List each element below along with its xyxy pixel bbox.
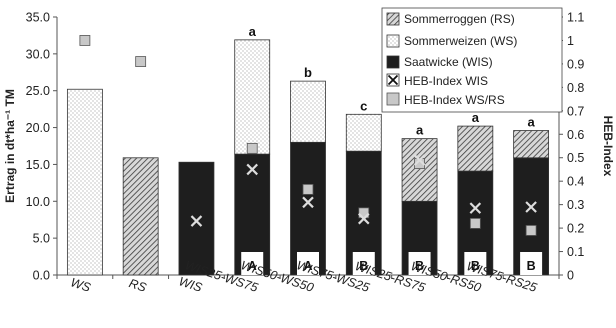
bar-segment-rs [122, 157, 159, 276]
bar-segment-rs [513, 130, 550, 159]
bar-segment-rs [401, 138, 438, 202]
heb-wsrs-marker [135, 56, 147, 67]
y2-tick-label: 0.9 [567, 57, 584, 71]
heb-wsrs-marker [525, 225, 537, 236]
y-tick-label: 15.0 [26, 158, 50, 172]
bar-segment-ws [345, 113, 382, 152]
bar-segment-ws [290, 80, 326, 143]
heb-markers [79, 35, 537, 236]
heb-wsrs-marker [246, 142, 258, 154]
y2-tick-label: 0.8 [567, 81, 584, 95]
legend-label-ws: Sommerweizen (WS) [404, 34, 517, 48]
bar-segment-ws [234, 39, 271, 155]
significance-letter: b [304, 65, 312, 80]
heb-wsrs-marker [302, 183, 314, 195]
group-letter-box [464, 252, 487, 275]
group-letter: B [527, 259, 536, 273]
group-letter: B [471, 259, 480, 273]
legend-label-heb-wis: HEB-Index WIS [404, 74, 488, 88]
y2-tick-label: 1 [567, 34, 574, 48]
group-letter-box [241, 252, 264, 275]
legend-swatch-ws [386, 34, 400, 48]
legend-swatch-wis [386, 55, 400, 69]
significance-letter: a [249, 24, 257, 39]
bar-segment-ws [66, 88, 103, 276]
y2-tick-label: 0.4 [567, 175, 584, 189]
heb-wis-marker [190, 215, 203, 227]
group-letter: A [303, 259, 312, 273]
legend-label-heb-wsrs: HEB-Index WS/RS [404, 93, 505, 107]
significance-letter: a [527, 115, 535, 130]
y-axis-title: Ertrag in dt*ha⁻¹ TM [3, 89, 17, 203]
y-tick-label: 10.0 [26, 195, 50, 209]
y2-tick-label: 0.1 [567, 245, 584, 259]
heb-wis-marker [246, 163, 259, 176]
group-letter-box [520, 252, 543, 275]
legend-swatch-rs [386, 12, 400, 26]
legend-label-wis: Saatwicke (WIS) [404, 55, 493, 69]
heb-wis-marker [357, 212, 370, 225]
heb-wsrs-marker [469, 217, 481, 229]
x-tick-label: WS [69, 275, 93, 295]
x-tick-label: RS [127, 276, 148, 295]
y2-axis-title: HEB-Index [601, 116, 615, 177]
y-tick-label: 20.0 [26, 121, 50, 135]
y-tick-label: 25.0 [26, 84, 50, 98]
significance-letter: c [360, 98, 367, 113]
heb-wis-marker [413, 154, 426, 166]
legend-marker-heb-wis-icon [386, 73, 400, 87]
legend-box [381, 7, 563, 113]
bar-segment-wis [178, 161, 215, 276]
y2-tick-label: 0.6 [567, 128, 584, 142]
group-letter: B [359, 259, 368, 273]
legend: Sommerroggen (RS) Sommerweizen (WS) Saat… [381, 7, 563, 113]
y2-tick-label: 0 [567, 269, 574, 283]
heb-wis-marker [469, 202, 482, 214]
group-letter-box [352, 252, 375, 275]
bar-segment-rs [457, 125, 494, 172]
group-letter: B [415, 259, 424, 273]
significance-letter: a [416, 123, 424, 138]
y2-tick-label: 1.1 [567, 11, 584, 25]
y2-tick-label: 0.7 [567, 104, 584, 118]
y-tick-label: 0.0 [33, 269, 50, 283]
group-letter-box [297, 252, 319, 275]
y-tick-label: 35.0 [26, 11, 50, 25]
significance-letter: a [472, 110, 480, 125]
legend-label-rs: Sommerroggen (RS) [404, 12, 515, 26]
y-tick-label: 5.0 [33, 232, 50, 246]
group-letter-box [408, 252, 431, 275]
heb-wis-marker [525, 201, 537, 213]
y-tick-label: 30.0 [26, 47, 50, 61]
legend-marker-heb-wsrs-icon [386, 92, 400, 106]
y2-tick-label: 0.3 [567, 198, 584, 212]
x-tick-label: WIS [177, 274, 204, 295]
heb-wsrs-marker [79, 35, 91, 46]
heb-wis-marker [302, 196, 314, 209]
y2-tick-label: 0.5 [567, 151, 584, 165]
y2-tick-label: 0.2 [567, 222, 584, 236]
group-letter: A [248, 259, 257, 273]
